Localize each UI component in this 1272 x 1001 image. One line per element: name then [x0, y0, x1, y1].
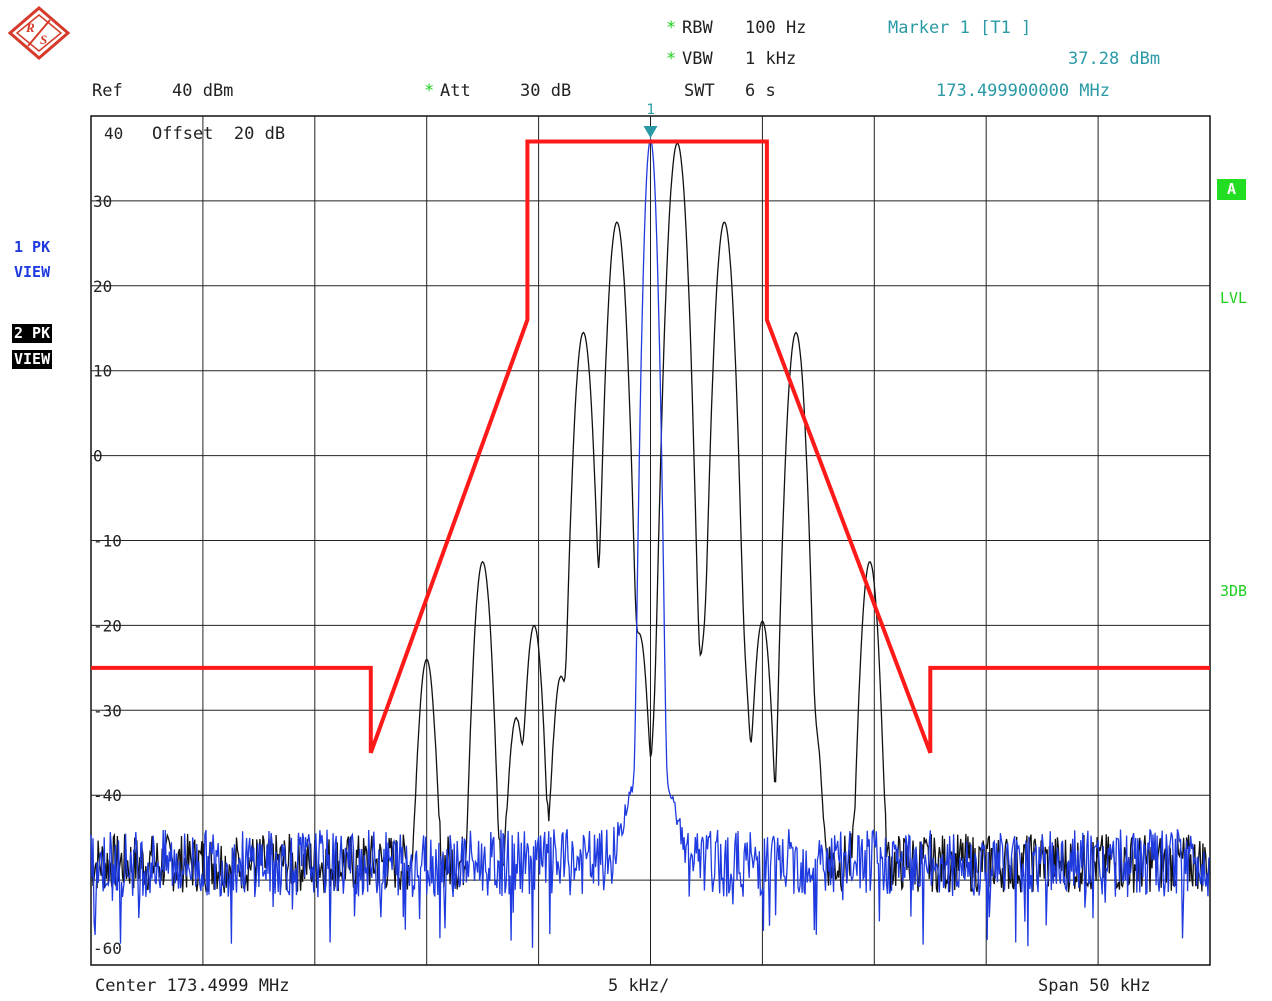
trace-1-blue — [90, 137, 1211, 948]
trace-2-black — [90, 142, 1211, 894]
marker-frequency: 173.499900000 MHz — [936, 81, 1110, 101]
3db-indicator: 3DB — [1220, 582, 1248, 600]
limit-line-mask — [91, 139, 1210, 754]
marker-1-triangle — [643, 126, 658, 138]
y-tick-labels: 40 30 20 10 0 -10 -20 -30 -40 -60 — [93, 124, 123, 958]
y-tick-label: 30 — [93, 192, 112, 211]
marker-level: 37.28 dBm — [1068, 49, 1161, 69]
rbw-value: 100 Hz — [745, 18, 807, 38]
y-tick-label: 10 — [93, 362, 112, 381]
screen-a-indicator: A — [1217, 179, 1247, 200]
trace1-label-line1: 1 PK — [14, 238, 51, 256]
marker-title: Marker 1 [T1 ] — [888, 18, 1032, 38]
att-label: Att — [440, 81, 471, 101]
y-tick-label: -30 — [93, 701, 122, 720]
center-frequency: Center 173.4999 MHz — [95, 976, 290, 996]
trace2-label-line1: 2 PK — [12, 324, 53, 343]
frequency-per-division: 5 kHz/ — [608, 976, 670, 996]
ref-label: Ref — [92, 81, 123, 101]
rbw-label: RBW — [682, 18, 713, 38]
swt-value: 6 s — [745, 81, 776, 101]
y-tick-label: -20 — [93, 616, 122, 635]
swt-label: SWT — [684, 81, 715, 101]
lvl-indicator: LVL — [1220, 289, 1248, 307]
span: Span 50 kHz — [1038, 976, 1151, 996]
vbw-star: * — [666, 49, 677, 69]
y-tick-label: 20 — [93, 277, 112, 296]
y-tick-label: -40 — [93, 786, 122, 805]
svg-text:S: S — [40, 32, 47, 47]
y-tick-label: 0 — [93, 447, 103, 466]
marker-1-number: 1 — [647, 102, 655, 118]
rbw-star: * — [666, 18, 677, 38]
y-tick-label: -10 — [93, 532, 122, 551]
vbw-value: 1 kHz — [745, 49, 797, 69]
ref-value: 40 dBm — [172, 81, 234, 101]
offset-annotation: Offset 20 dB — [152, 124, 285, 144]
rohde-schwarz-logo: R S — [8, 6, 70, 60]
vbw-label: VBW — [682, 49, 713, 69]
svg-text:R: R — [25, 20, 35, 35]
y-tick-label: -60 — [93, 939, 122, 958]
att-value: 30 dB — [520, 81, 572, 101]
trace2-label-line2: VIEW — [12, 350, 53, 369]
y-tick-label: 40 — [104, 124, 123, 143]
trace1-label-line2: VIEW — [14, 263, 51, 281]
att-star: * — [424, 81, 435, 101]
